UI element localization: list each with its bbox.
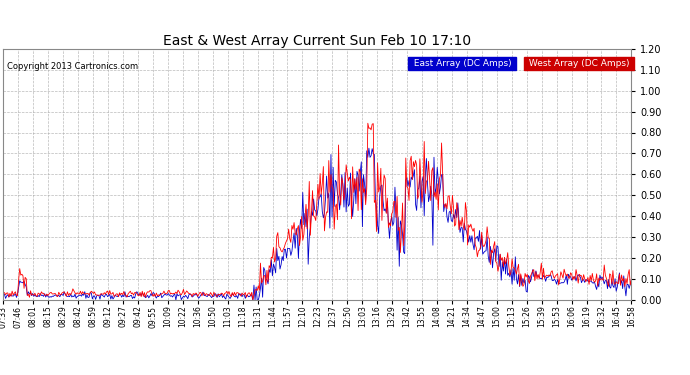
Title: East & West Array Current Sun Feb 10 17:10: East & West Array Current Sun Feb 10 17:… xyxy=(164,34,471,48)
Text: West Array (DC Amps): West Array (DC Amps) xyxy=(526,58,632,68)
Text: East Array (DC Amps): East Array (DC Amps) xyxy=(411,58,514,68)
Text: Copyright 2013 Cartronics.com: Copyright 2013 Cartronics.com xyxy=(7,62,138,71)
